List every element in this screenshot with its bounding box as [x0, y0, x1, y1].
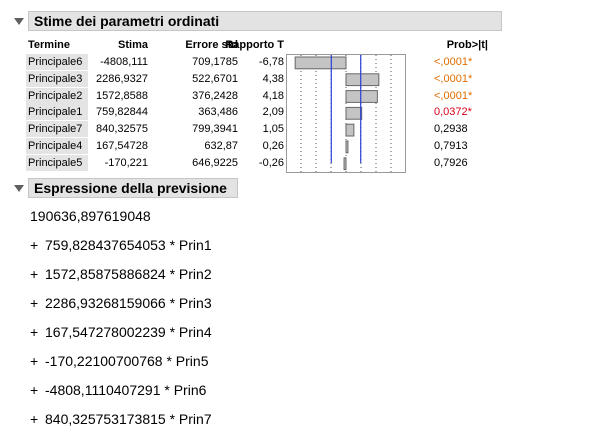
t-ratio-bar-chart: [286, 54, 406, 173]
term-cell: Principale1: [28, 106, 83, 119]
term-coefficient: 840,325753173815: [45, 411, 166, 427]
term-coefficient: -170,22100700768: [45, 353, 163, 369]
expression-term: + -170,22100700768 * Prin5: [30, 352, 208, 370]
term-variable: Prin5: [175, 353, 209, 369]
col-header-t-ratio: Rapporto T: [225, 39, 284, 51]
row-label-bg: [26, 70, 88, 87]
plus-operator: +: [30, 353, 39, 369]
bar-principale1: [345, 106, 363, 120]
t-ratio-cell: 4,38: [262, 72, 284, 85]
estimate-cell: 1572,8588: [96, 89, 148, 102]
col-header-std-error: Errore std: [185, 39, 238, 51]
std-error-cell: 363,486: [198, 106, 238, 119]
term-variable: Prin4: [178, 324, 212, 340]
row-label-bg: [26, 54, 88, 70]
term-cell: Principale5: [28, 156, 83, 169]
std-error-cell: 376,2428: [192, 89, 238, 102]
term-cell: Principale4: [28, 140, 83, 152]
t-ratio-cell: 4,18: [262, 89, 284, 102]
row-label-bg: [26, 104, 88, 121]
prob-cell: <,0001*: [434, 72, 473, 85]
prediction-expression: 190636,897619048 +759,828437654053 * Pri…: [22, 201, 220, 444]
prob-cell: <,0001*: [434, 89, 473, 102]
multiply-operator: *: [160, 382, 174, 398]
prediction-outline-header[interactable]: Espressione della previsione: [11, 178, 238, 198]
row-label-bg: [26, 121, 88, 138]
parameter-estimates-table: Termine Stima Errore std Rapporto T Prob…: [26, 37, 496, 173]
prob-cell: <,0001*: [434, 56, 473, 68]
term-variable: Prin1: [178, 237, 212, 253]
plus-operator: +: [30, 324, 39, 340]
row-label-bg: [26, 138, 88, 154]
expression-term: +840,325753173815 * Prin7: [30, 410, 212, 428]
row-label-bg: [26, 87, 88, 104]
std-error-cell: 632,87: [204, 140, 238, 152]
disclosure-triangle-icon[interactable]: [14, 17, 24, 25]
plus-operator: +: [30, 411, 39, 427]
prob-cell: 0,2938: [434, 123, 468, 136]
std-error-cell: 522,6701: [192, 72, 238, 85]
plus-operator: +: [30, 295, 39, 311]
multiply-operator: *: [165, 237, 179, 253]
term-variable: Prin3: [178, 295, 212, 311]
params-outline-header[interactable]: Stime dei parametri ordinati: [11, 11, 502, 31]
term-cell: Principale3: [28, 72, 83, 85]
term-coefficient: 167,547278002239: [45, 324, 166, 340]
bar-principale7: [345, 123, 355, 137]
multiply-operator: *: [165, 295, 179, 311]
t-ratio-cell: 0,26: [262, 140, 284, 152]
t-ratio-cell: -0,26: [258, 156, 284, 169]
bar-principale4: [345, 140, 349, 154]
term-cell: Principale7: [28, 123, 83, 136]
col-header-prob: Prob>|t|: [446, 39, 488, 51]
multiply-operator: *: [162, 353, 176, 369]
t-ratio-cell: -6,78: [258, 56, 284, 68]
expression-term: +759,828437654053 * Prin1: [30, 236, 212, 254]
term-variable: Prin6: [173, 382, 207, 398]
estimate-cell: -170,221: [104, 156, 148, 169]
bar-principale2: [345, 90, 378, 103]
std-error-cell: 709,1785: [192, 56, 238, 68]
term-coefficient: 759,828437654053: [45, 237, 166, 253]
plus-operator: +: [30, 382, 39, 398]
prob-cell: 0,7926: [434, 156, 468, 169]
plus-operator: +: [30, 237, 39, 253]
estimate-cell: -4808,111: [100, 56, 148, 68]
expression-term: + -4808,1110407291 * Prin6: [30, 381, 206, 399]
term-coefficient: 2286,93268159066: [45, 295, 166, 311]
bar-principale3: [345, 73, 380, 87]
term-coefficient: 1572,85875886824: [45, 266, 166, 282]
multiply-operator: *: [165, 266, 179, 282]
std-error-cell: 799,3941: [192, 123, 238, 136]
term-cell: Principale6: [28, 56, 83, 68]
estimate-cell: 759,82844: [96, 106, 148, 119]
term-cell: Principale2: [28, 89, 83, 102]
bar-principale5: [343, 157, 347, 171]
multiply-operator: *: [165, 324, 179, 340]
t-ratio-cell: 2,09: [262, 106, 284, 119]
term-variable: Prin7: [178, 411, 212, 427]
col-header-estimate: Stima: [118, 39, 148, 51]
disclosure-triangle-icon[interactable]: [14, 184, 24, 192]
plus-operator: +: [30, 266, 39, 282]
term-variable: Prin2: [178, 266, 212, 282]
col-header-term: Termine: [28, 39, 70, 51]
estimate-cell: 2286,9327: [96, 72, 148, 85]
row-label-bg: [26, 154, 88, 171]
expression-term: +167,547278002239 * Prin4: [30, 323, 212, 341]
term-coefficient: -4808,1110407291: [45, 382, 161, 398]
estimate-cell: 167,54728: [96, 140, 148, 152]
t-ratio-cell: 1,05: [262, 123, 284, 136]
estimate-cell: 840,32575: [96, 123, 148, 136]
expression-term: +2286,93268159066 * Prin3: [30, 294, 212, 312]
prob-cell: 0,7913: [434, 140, 468, 152]
std-error-cell: 646,9225: [192, 156, 238, 169]
multiply-operator: *: [165, 411, 179, 427]
params-section-title: Stime dei parametri ordinati: [28, 11, 502, 31]
prob-cell: 0,0372*: [434, 106, 472, 119]
expression-intercept: 190636,897619048: [30, 208, 151, 224]
bar-principale6: [294, 56, 347, 70]
prediction-section-title: Espressione della previsione: [28, 178, 238, 198]
expression-term: +1572,85875886824 * Prin2: [30, 265, 212, 283]
